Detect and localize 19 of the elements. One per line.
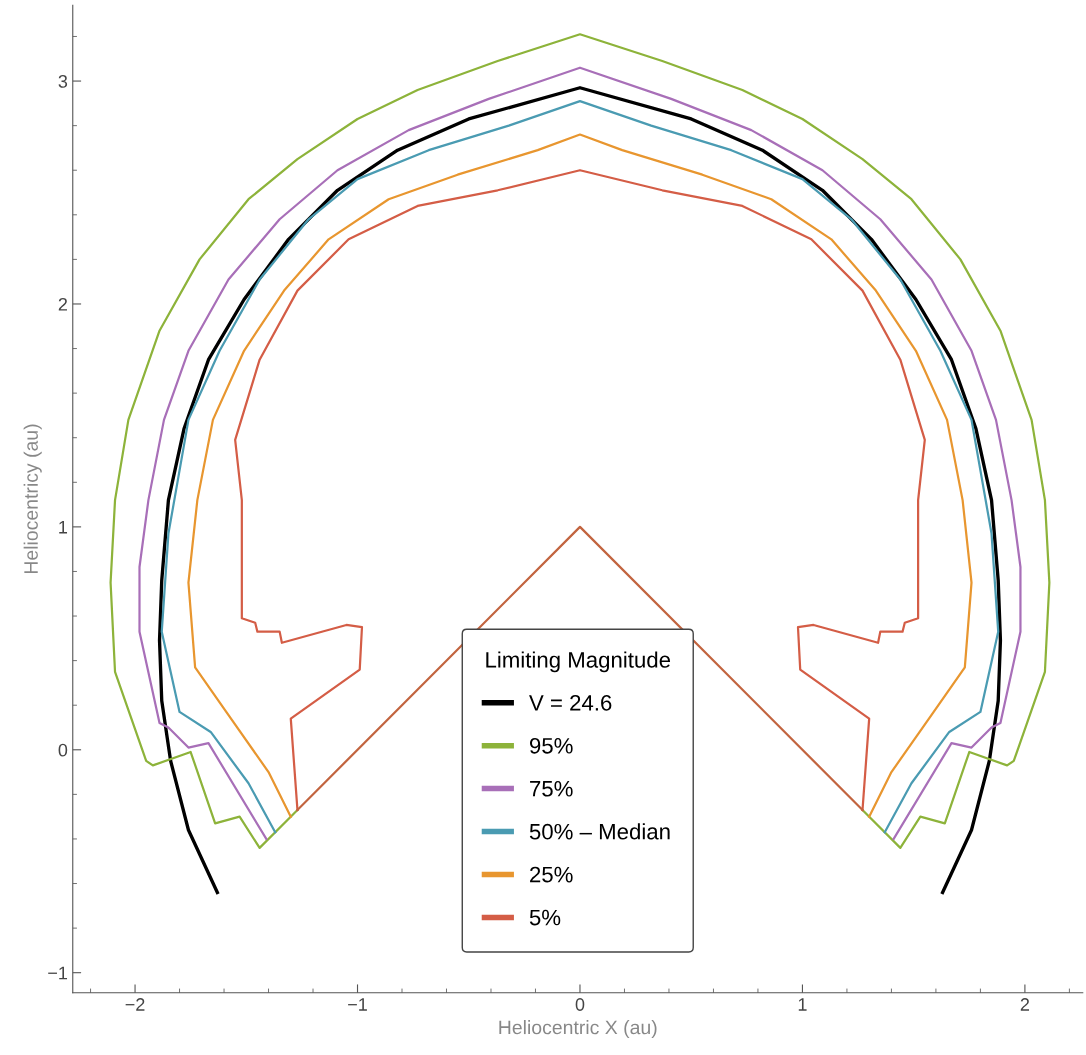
y-tick-label: 0: [58, 743, 68, 757]
y-tick-label: −1: [48, 966, 68, 980]
legend-title: Limiting Magnitude: [486, 651, 671, 673]
y-tick-label: 2: [58, 297, 67, 311]
x-tick-label: −2: [125, 998, 145, 1011]
legend-label: 25%: [530, 866, 573, 883]
legend-label: 75%: [530, 780, 573, 797]
x-tick-label: 0: [575, 998, 585, 1011]
x-tick-label: −1: [348, 998, 367, 1011]
legend-label: 5%: [529, 909, 561, 926]
x-tick-label: 1: [798, 998, 807, 1011]
y-axis-title: Heliocentricy (au): [23, 424, 42, 574]
legend-label: 50% – Median: [529, 823, 670, 840]
x-tick-label: 2: [1020, 998, 1030, 1011]
y-tick-label: 1: [59, 521, 68, 534]
x-axis-title: Heliocentric X (au): [499, 1020, 657, 1039]
legend-label: 95%: [529, 737, 573, 754]
y-tick-label: 3: [58, 75, 68, 88]
legend-label: V = 24.6: [529, 694, 612, 711]
